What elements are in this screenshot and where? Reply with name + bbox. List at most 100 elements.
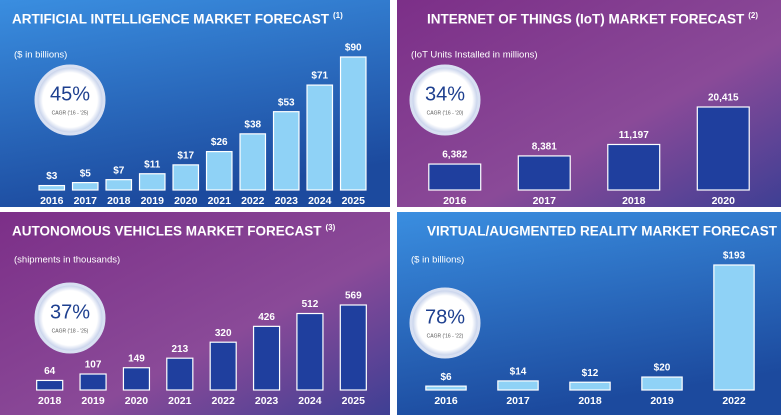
chart-title: INTERNET OF THINGS (IoT) MARKET FORECAST bbox=[427, 12, 745, 27]
data-label: 426 bbox=[258, 312, 275, 323]
chart-subtitle: ($ in billions) bbox=[14, 50, 67, 61]
bar bbox=[339, 304, 367, 391]
data-label: $7 bbox=[113, 165, 125, 176]
bar bbox=[428, 163, 482, 191]
x-tick-label: 2022 bbox=[212, 395, 236, 407]
chart-title: VIRTUAL/AUGMENTED REALITY MARKET FORECAS… bbox=[427, 224, 778, 239]
x-tick-label: 2021 bbox=[208, 195, 232, 207]
x-tick-label: 2022 bbox=[722, 395, 746, 407]
data-label: 6,382 bbox=[442, 150, 467, 161]
data-label: 149 bbox=[128, 353, 145, 364]
data-label: $6 bbox=[440, 372, 452, 383]
data-label: $20 bbox=[654, 363, 671, 374]
bar bbox=[713, 264, 755, 391]
data-label: $12 bbox=[582, 368, 599, 379]
cagr-badge bbox=[409, 287, 481, 359]
chart-panel: INTERNET OF THINGS (IoT) MARKET FORECAST… bbox=[397, 0, 781, 207]
data-label: $193 bbox=[723, 251, 746, 262]
bar bbox=[339, 56, 367, 191]
cagr-badge bbox=[34, 282, 106, 354]
data-label: $53 bbox=[278, 97, 295, 108]
data-label: $3 bbox=[46, 171, 58, 182]
bar bbox=[272, 111, 300, 191]
x-tick-label: 2020 bbox=[125, 395, 149, 407]
data-label: 107 bbox=[85, 360, 102, 371]
bar bbox=[122, 367, 151, 391]
cagr-label: CAGR ('16 - '22) bbox=[427, 333, 464, 339]
bar bbox=[172, 164, 200, 191]
bar bbox=[569, 381, 611, 391]
bar bbox=[696, 106, 750, 191]
data-label: $5 bbox=[80, 168, 92, 179]
bar bbox=[36, 379, 64, 391]
bar bbox=[38, 184, 66, 191]
x-tick-label: 2023 bbox=[255, 395, 279, 407]
chart-subtitle: (IoT Units Installed in millions) bbox=[411, 50, 538, 61]
x-tick-label: 2021 bbox=[168, 395, 192, 407]
bar bbox=[105, 179, 133, 191]
x-tick-label: 2023 bbox=[275, 195, 299, 207]
chart-panel: ARTIFICIAL INTELLIGENCE MARKET FORECAST(… bbox=[0, 0, 390, 207]
data-label: 320 bbox=[215, 328, 232, 339]
data-label: $14 bbox=[510, 367, 527, 378]
chart-title: AUTONOMOUS VEHICLES MARKET FORECAST bbox=[12, 224, 322, 239]
x-tick-label: 2025 bbox=[342, 195, 366, 207]
x-tick-label: 2020 bbox=[712, 195, 736, 207]
x-tick-label: 2022 bbox=[241, 195, 265, 207]
chart-panel: AUTONOMOUS VEHICLES MARKET FORECAST (3) (s… bbox=[0, 212, 390, 415]
cagr-badge bbox=[34, 64, 106, 136]
cagr-value: 37% bbox=[50, 301, 90, 323]
bar bbox=[79, 373, 107, 391]
bar bbox=[166, 357, 194, 391]
x-tick-label: 2018 bbox=[578, 395, 602, 407]
x-tick-label: 2016 bbox=[434, 395, 458, 407]
x-tick-label: 2024 bbox=[308, 195, 332, 207]
x-tick-label: 2017 bbox=[506, 395, 530, 407]
title-note: (1) bbox=[333, 11, 343, 20]
bar bbox=[209, 341, 237, 391]
bar bbox=[641, 376, 683, 391]
data-label: 512 bbox=[302, 299, 319, 310]
x-tick-label: 2020 bbox=[174, 195, 198, 207]
data-label: 64 bbox=[44, 366, 56, 377]
cagr-label: CAGR ('16 - '20) bbox=[427, 110, 464, 116]
data-label: 11,197 bbox=[619, 130, 649, 141]
chart-subtitle: ($ in billions) bbox=[411, 255, 464, 266]
x-tick-label: 2025 bbox=[342, 395, 366, 407]
x-tick-label: 2024 bbox=[298, 395, 322, 407]
data-label: $26 bbox=[211, 137, 228, 148]
x-tick-label: 2018 bbox=[38, 395, 62, 407]
bar bbox=[205, 150, 233, 191]
bar bbox=[138, 173, 166, 191]
x-tick-label: 2018 bbox=[107, 195, 131, 207]
x-tick-label: 2019 bbox=[650, 395, 674, 407]
bar bbox=[252, 325, 281, 391]
cagr-label: CAGR ('16 - '25) bbox=[52, 110, 89, 116]
data-label: $17 bbox=[177, 151, 194, 162]
title-note: (2) bbox=[748, 11, 758, 20]
x-tick-label: 2017 bbox=[533, 195, 557, 207]
data-label: 569 bbox=[345, 291, 362, 302]
chart-panel: VIRTUAL/AUGMENTED REALITY MARKET FORECAS… bbox=[397, 212, 781, 415]
data-label: $71 bbox=[311, 71, 328, 82]
chart-subtitle: (shipments in thousands) bbox=[14, 255, 120, 266]
cagr-value: 78% bbox=[425, 306, 465, 328]
x-tick-label: 2016 bbox=[443, 195, 467, 207]
bar bbox=[296, 312, 324, 391]
data-label: $90 bbox=[345, 43, 362, 54]
cagr-value: 34% bbox=[425, 83, 465, 105]
bar bbox=[497, 380, 539, 391]
bar bbox=[425, 385, 467, 391]
data-label: 213 bbox=[171, 344, 188, 355]
chart-title: ARTIFICIAL INTELLIGENCE MARKET FORECAST bbox=[12, 12, 330, 27]
bar bbox=[607, 143, 661, 191]
title-note: (3) bbox=[326, 223, 336, 232]
x-tick-label: 2019 bbox=[141, 195, 165, 207]
x-tick-label: 2016 bbox=[40, 195, 64, 207]
bar bbox=[239, 133, 267, 191]
cagr-value: 45% bbox=[50, 83, 90, 105]
data-label: 20,415 bbox=[708, 93, 739, 104]
x-tick-label: 2019 bbox=[81, 395, 105, 407]
x-tick-label: 2018 bbox=[622, 195, 646, 207]
